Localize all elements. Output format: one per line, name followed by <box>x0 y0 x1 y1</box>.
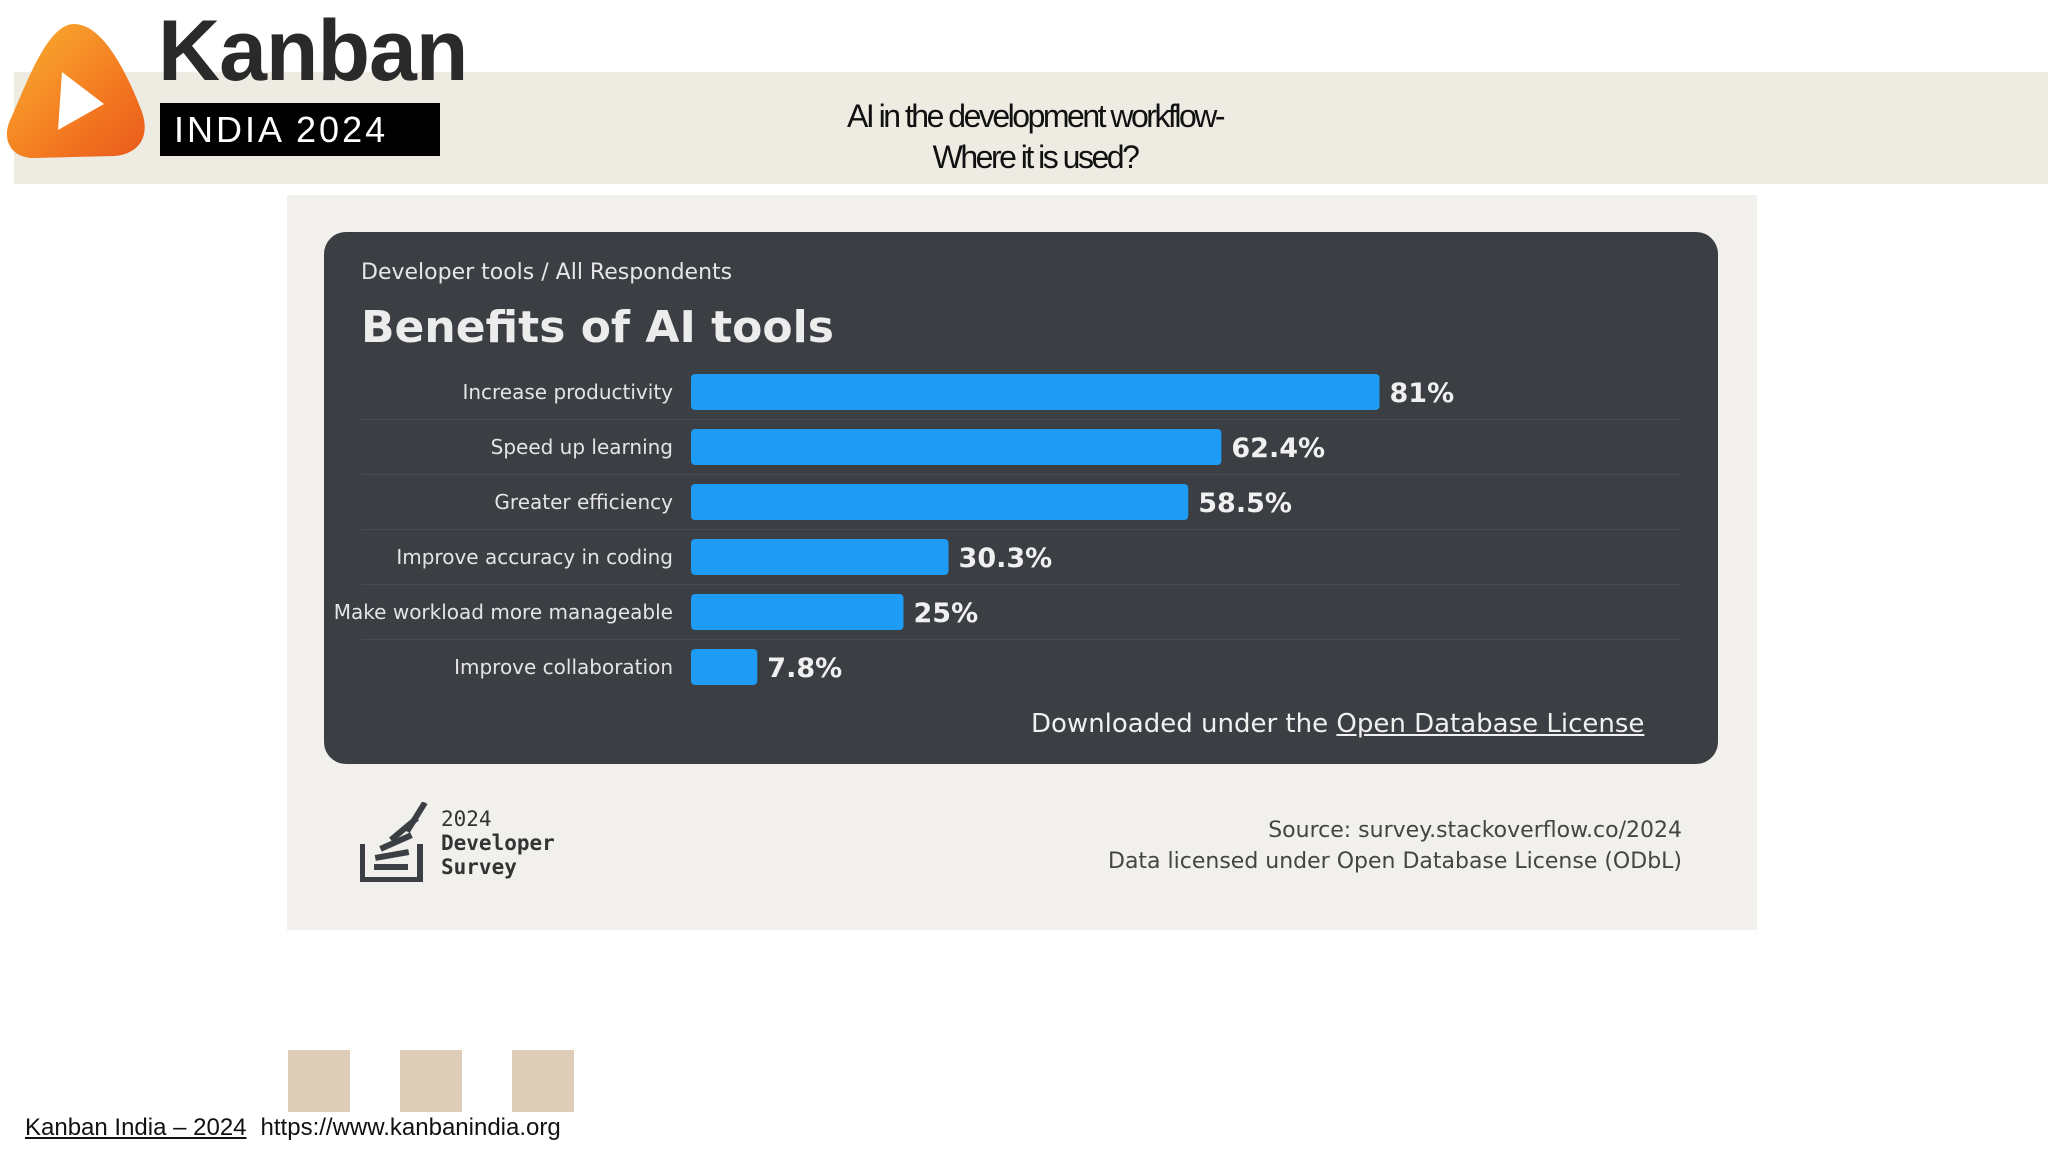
source-text: Source: survey.stackoverflow.co/2024 <box>1268 818 1682 843</box>
category-label: Increase productivity <box>462 380 673 404</box>
category-label: Improve collaboration <box>454 655 673 679</box>
survey-card: Developer tools / All Respondents Benefi… <box>287 195 1757 930</box>
footer-url[interactable]: https://www.kanbanindia.org <box>260 1114 561 1141</box>
bar <box>691 649 758 685</box>
chart-title: Benefits of AI tools <box>361 302 834 353</box>
value-label: 62.4% <box>1231 433 1325 464</box>
bar <box>691 484 1189 520</box>
brand-subtitle: INDIA 2024 <box>160 103 440 156</box>
decor-square-1 <box>288 1050 350 1112</box>
survey-brand: 2024 Developer Survey <box>441 807 555 879</box>
value-label: 7.8% <box>767 653 842 684</box>
decor-square-3 <box>512 1050 574 1112</box>
category-label: Make workload more manageable <box>334 600 673 624</box>
value-label: 25% <box>914 598 979 629</box>
value-label: 81% <box>1390 378 1455 409</box>
license-note: Downloaded under the Open Database Licen… <box>1031 709 1644 739</box>
bar-chart: Increase productivity 81% Speed up learnin… <box>334 374 1681 685</box>
bar <box>691 539 949 575</box>
footer: Kanban India – 2024 https://www.kanbanind… <box>25 1114 561 1142</box>
stackoverflow-logo-icon <box>360 802 428 882</box>
chart-breadcrumb: Developer tools / All Respondents <box>361 260 733 285</box>
kanban-logo-icon <box>6 24 145 158</box>
survey-year: 2024 <box>441 807 492 831</box>
bar <box>691 594 904 630</box>
survey-line-1: Developer <box>441 831 555 855</box>
category-label: Improve accuracy in coding <box>396 545 673 569</box>
slide-title-line-1: AI in the development workflow- <box>846 98 1226 134</box>
category-label: Speed up learning <box>491 435 673 459</box>
slide-title: AI in the development workflow- Where it… <box>800 96 1270 178</box>
license-prefix: Downloaded under the <box>1031 709 1337 739</box>
decor-square-2 <box>400 1050 462 1112</box>
chart-panel: Developer tools / All Respondents Benefi… <box>324 232 1718 764</box>
footer-label[interactable]: Kanban India – 2024 <box>25 1114 247 1141</box>
bar <box>691 429 1222 465</box>
category-label: Greater efficiency <box>494 490 673 514</box>
value-label: 58.5% <box>1198 488 1292 519</box>
bar <box>691 374 1380 410</box>
brand-word: Kanban <box>158 3 468 99</box>
value-label: 30.3% <box>959 543 1053 574</box>
slide-title-line-2: Where it is used? <box>932 139 1140 175</box>
source-note: Source: survey.stackoverflow.co/2024 Dat… <box>1108 815 1682 877</box>
survey-line-2: Survey <box>441 855 517 879</box>
source-license: Data licensed under Open Database Licens… <box>1108 849 1682 874</box>
license-link[interactable]: Open Database License <box>1336 709 1645 739</box>
